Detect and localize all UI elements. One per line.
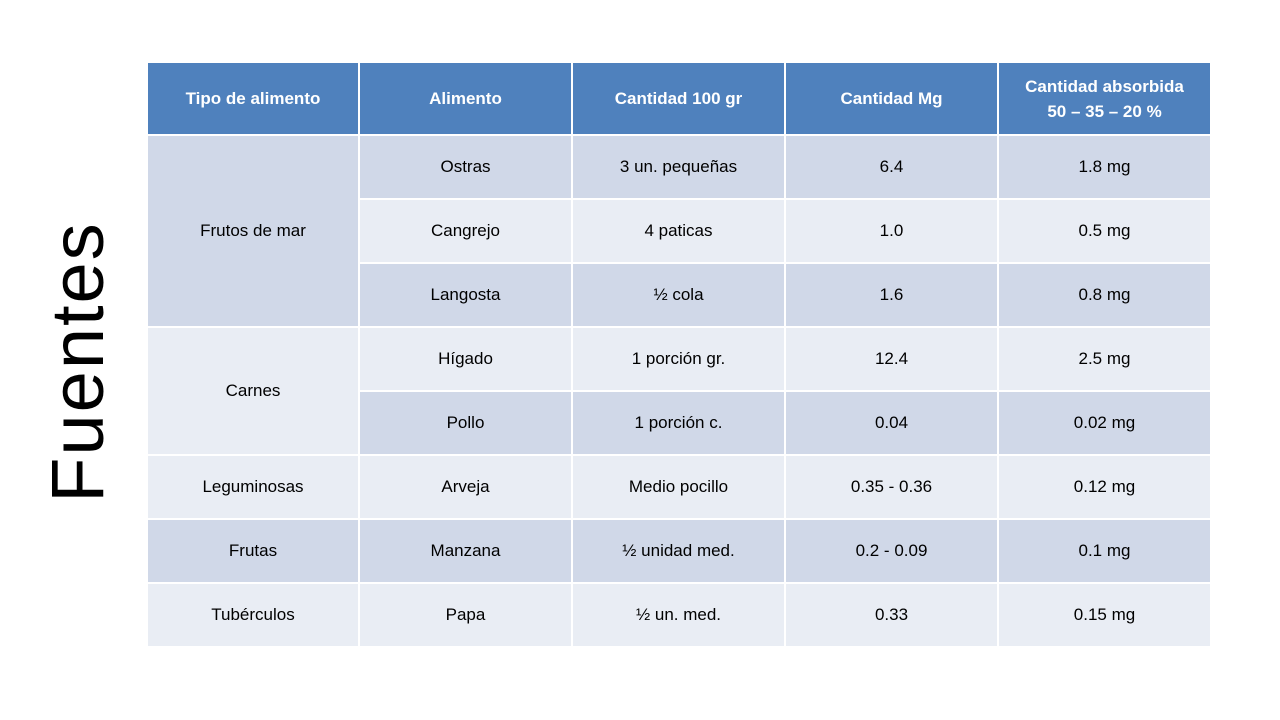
cell-cantidad-100gr: Medio pocillo xyxy=(571,454,786,520)
header-alimento: Alimento xyxy=(358,61,573,136)
cell-cantidad-mg: 1.0 xyxy=(784,198,999,264)
table-row: Cangrejo 4 paticas 1.0 0.5 mg xyxy=(147,198,1212,264)
cell-cantidad-absorbida: 0.15 mg xyxy=(997,582,1212,648)
table-row: Tubérculos Papa ½ un. med. 0.33 0.15 mg xyxy=(146,582,1212,648)
cell-cantidad-absorbida: 0.02 mg xyxy=(997,390,1212,456)
cell-cantidad-mg: 1.6 xyxy=(784,262,999,328)
cell-cantidad-mg: 12.4 xyxy=(784,326,999,392)
cell-alimento: Hígado xyxy=(358,326,573,392)
header-tipo-alimento: Tipo de alimento xyxy=(146,61,360,136)
cell-cantidad-100gr: 4 paticas xyxy=(571,198,786,264)
cell-alimento: Pollo xyxy=(358,390,573,456)
cell-cantidad-mg: 0.33 xyxy=(784,582,999,648)
cell-alimento: Langosta xyxy=(358,262,573,328)
cell-cantidad-100gr: 1 porción gr. xyxy=(571,326,786,392)
table-row: Leguminosas Arveja Medio pocillo 0.35 - … xyxy=(146,454,1212,520)
cell-cantidad-absorbida: 0.12 mg xyxy=(997,454,1212,520)
cell-cantidad-100gr: 3 un. pequeñas xyxy=(571,134,786,200)
table-row: Langosta ½ cola 1.6 0.8 mg xyxy=(147,262,1212,328)
group-cell-frutos-de-mar: Frutos de mar xyxy=(146,134,360,328)
cell-cantidad-absorbida: 0.5 mg xyxy=(997,198,1212,264)
cell-cantidad-mg: 0.04 xyxy=(784,390,999,456)
group-cell-tuberculos: Tubérculos xyxy=(146,582,360,648)
cell-cantidad-100gr: 1 porción c. xyxy=(571,390,786,456)
cell-alimento: Arveja xyxy=(358,454,573,520)
cell-cantidad-100gr: ½ un. med. xyxy=(571,582,786,648)
table-row: Carnes Hígado 1 porción gr. 12.4 2.5 mg xyxy=(146,326,1212,456)
group-cell-frutas: Frutas xyxy=(146,518,360,584)
header-cantidad-absorbida-line2: 50 – 35 – 20 % xyxy=(1047,101,1162,121)
group-cell-carnes: Carnes xyxy=(146,326,360,456)
group-cell-leguminosas: Leguminosas xyxy=(146,454,360,520)
header-cantidad-absorbida: Cantidad absorbida 50 – 35 – 20 % xyxy=(997,61,1212,136)
cell-cantidad-100gr: ½ cola xyxy=(571,262,786,328)
cell-cantidad-mg: 0.2 - 0.09 xyxy=(784,518,999,584)
cell-alimento: Papa xyxy=(358,582,573,648)
header-cantidad-mg: Cantidad Mg xyxy=(784,61,999,136)
cell-cantidad-absorbida: 1.8 mg xyxy=(997,134,1212,200)
slide-title: Fuentes xyxy=(36,221,119,503)
table-row: Frutos de mar Ostras 3 un. pequeñas 6.4 … xyxy=(146,134,1212,328)
cell-cantidad-absorbida: 0.1 mg xyxy=(997,518,1212,584)
cell-alimento: Manzana xyxy=(358,518,573,584)
cell-cantidad-absorbida: 0.8 mg xyxy=(997,262,1212,328)
cell-cantidad-absorbida: 2.5 mg xyxy=(997,326,1212,392)
table-header-row: Tipo de alimento Alimento Cantidad 100 g… xyxy=(146,61,1212,136)
cell-cantidad-mg: 0.35 - 0.36 xyxy=(784,454,999,520)
cell-alimento: Cangrejo xyxy=(358,198,573,264)
header-cantidad-absorbida-line1: Cantidad absorbida xyxy=(1025,76,1184,96)
cell-cantidad-100gr: ½ unidad med. xyxy=(571,518,786,584)
header-cantidad-100gr: Cantidad 100 gr xyxy=(571,61,786,136)
cell-cantidad-mg: 6.4 xyxy=(784,134,999,200)
table-row: Pollo 1 porción c. 0.04 0.02 mg xyxy=(147,390,1212,456)
magnesium-sources-table: Tipo de alimento Alimento Cantidad 100 g… xyxy=(146,61,1212,648)
cell-alimento: Ostras xyxy=(358,134,573,200)
table-row: Frutas Manzana ½ unidad med. 0.2 - 0.09 … xyxy=(146,518,1212,584)
